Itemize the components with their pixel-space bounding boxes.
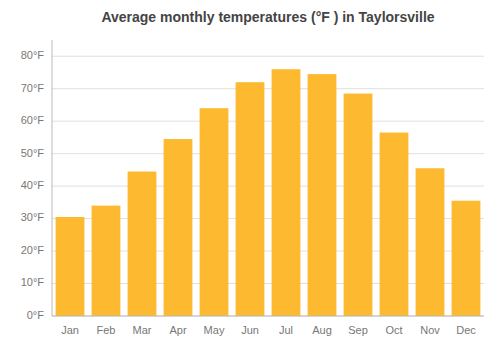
y-axis-line: [52, 40, 53, 316]
y-tick-label: 30°F: [21, 211, 45, 223]
bar: [56, 217, 85, 316]
bar: [236, 82, 265, 316]
x-tick-label: Dec: [456, 324, 476, 336]
y-tick-label: 50°F: [21, 147, 45, 159]
grid-line: [52, 121, 484, 122]
grid-line: [52, 153, 484, 154]
y-tick-label: 0°F: [27, 309, 45, 321]
x-tick-label: Oct: [385, 324, 402, 336]
chart-svg: Average monthly temperatures (°F ) in Ta…: [0, 0, 500, 350]
x-axis-line: [52, 316, 484, 317]
x-tick-label: Apr: [169, 324, 186, 336]
bar: [128, 172, 157, 316]
x-tick-label: Feb: [97, 324, 116, 336]
x-tick-label: Aug: [312, 324, 332, 336]
grid-line: [52, 316, 484, 317]
y-tick-label: 40°F: [21, 179, 45, 191]
y-tick-label: 70°F: [21, 82, 45, 94]
y-tick-label: 60°F: [21, 114, 45, 126]
y-tick-label: 20°F: [21, 244, 45, 256]
chart-title: Average monthly temperatures (°F ) in Ta…: [101, 9, 434, 25]
y-tick-label: 10°F: [21, 276, 45, 288]
bar: [452, 201, 481, 316]
bar: [200, 108, 229, 316]
bar: [380, 133, 409, 316]
x-tick-label: Jan: [61, 324, 79, 336]
chart-container: Average monthly temperatures (°F ) in Ta…: [0, 0, 500, 350]
x-tick-label: Sep: [348, 324, 368, 336]
grid: [52, 56, 484, 316]
x-tick-label: Jul: [279, 324, 293, 336]
x-tick-label: Jun: [241, 324, 259, 336]
bar: [344, 94, 373, 316]
bar: [416, 168, 445, 316]
bar: [308, 74, 337, 316]
bar: [272, 69, 301, 316]
x-tick-label: Mar: [133, 324, 152, 336]
grid-line: [52, 56, 484, 57]
bar: [92, 206, 121, 316]
bar: [164, 139, 193, 316]
grid-line: [52, 88, 484, 89]
y-tick-label: 80°F: [21, 49, 45, 61]
x-tick-label: Nov: [420, 324, 440, 336]
x-tick-label: May: [204, 324, 225, 336]
bars: [56, 69, 481, 316]
